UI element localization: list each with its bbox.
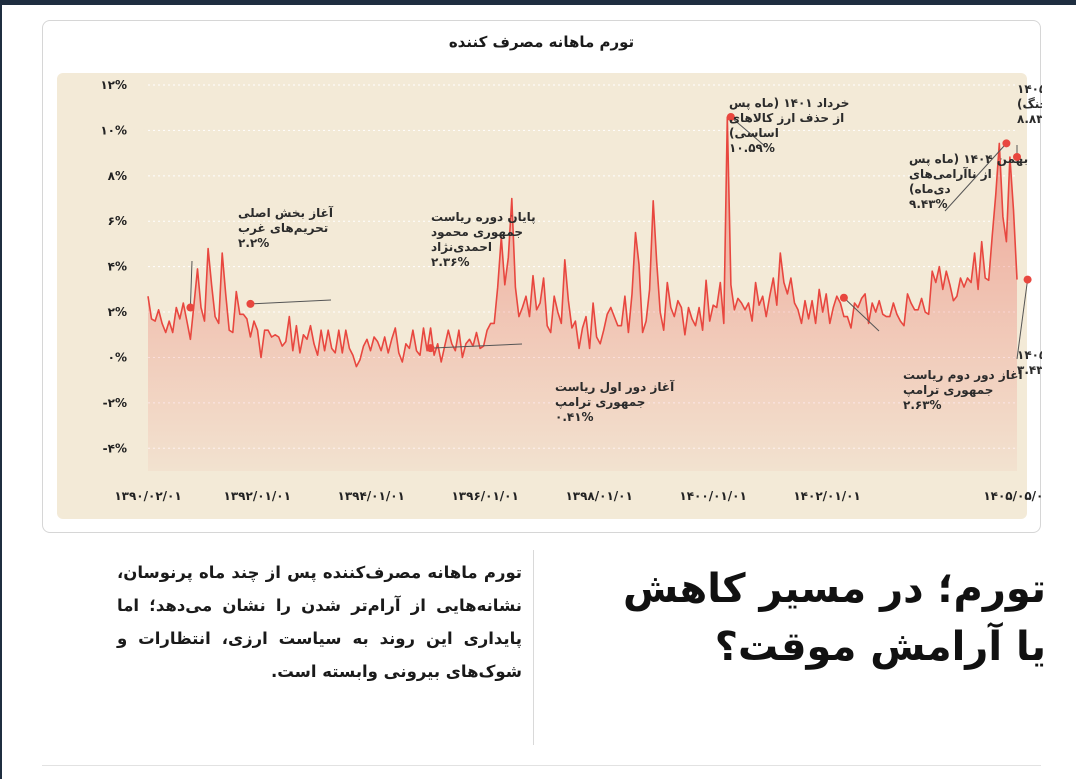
x-tick-label: ۱۳۹۰/۰۲/۰۱ <box>114 489 181 503</box>
y-tick-label: ۱۰% <box>100 123 127 137</box>
annotation-line: از ناآرامی‌های <box>909 166 992 181</box>
annotation-point <box>1023 275 1032 284</box>
annotation-point <box>1013 152 1021 161</box>
annotation-line: مرداد ۱۴۰۵ <box>1017 348 1042 362</box>
annotation-line: ۹.۴۳% <box>909 197 948 211</box>
chart-card: تورم ماهانه مصرف کننده ۱۲% ۱۰% ۸% ۶% ۴% ۲% ۰% -… <box>42 20 1042 533</box>
series-area <box>148 117 1017 471</box>
annotation-leader <box>944 143 1007 212</box>
x-tick-label: ۱۳۹۴/۰۱/۰۱ <box>338 489 405 503</box>
y-tick-label: -۲% <box>103 396 127 410</box>
x-tick-label: ۱۳۹۶/۰۱/۰۱ <box>451 489 518 503</box>
x-tick-label: ۱۴۰۰/۰۱/۰۱ <box>679 489 746 503</box>
article-description: تورم ماهانه مصرف‌کننده پس از چند ماه پرن… <box>117 563 522 681</box>
x-tick-label: ۱۴۰۵/۰۵/۰۱ <box>983 489 1042 503</box>
annotation-line: بهمن ۱۴۰۴ (ماه پس <box>909 152 1028 166</box>
annotation-line: جمهوری ترامپ <box>903 383 993 398</box>
column-divider <box>533 550 534 745</box>
annotation-point <box>246 299 255 308</box>
annotation-leader <box>843 297 880 332</box>
x-tick-label: ۱۳۹۸/۰۱/۰۱ <box>565 489 632 503</box>
annotation-line: جمهوری ترامپ <box>555 395 645 410</box>
annotation-label: اردیبهشت ۱۴۰۵(ماه پس از جنگ)۸.۸۳% <box>1017 82 1042 126</box>
annotation-line: جمهوری محمود <box>431 225 523 240</box>
chart-title: تورم ماهانه مصرف کننده <box>448 33 635 51</box>
y-tick-label: ۸% <box>108 169 127 183</box>
annotation-line: خرداد ۱۴۰۱ (ماه پس <box>729 96 849 110</box>
annotation-line: ۳.۴۳% <box>1017 363 1042 377</box>
annotation-label: مرداد ۱۴۰۵۳.۴۳% <box>1017 348 1042 377</box>
annotation-point <box>426 344 435 353</box>
annotation-leader <box>189 260 193 308</box>
annotation-label: خرداد ۱۴۰۱ (ماه پس از حذف ارز کالاهای اساس… <box>729 96 849 155</box>
annotation-point <box>726 113 735 122</box>
annotation-line: ۲.۳۶% <box>431 255 470 269</box>
line-chart: ۱۲% ۱۰% ۸% ۶% ۴% ۲% ۰% -۲% -۴% ۱۳۹۰/۰۲/۰۱ ۱۳۹۲/۰۱/… <box>100 78 1042 503</box>
annotation-point <box>186 303 195 312</box>
y-tick-label: ۲% <box>108 305 127 319</box>
annotation-line: (ماه پس از جنگ) <box>1017 97 1042 111</box>
x-tick-label: ۱۳۹۲/۰۱/۰۱ <box>224 489 291 503</box>
annotation-point <box>839 293 848 302</box>
annotation-line: دی‌ماه) <box>909 182 951 196</box>
y-tick-label: -۴% <box>103 441 127 455</box>
annotation-line: آغاز بخش اصلی <box>238 205 334 220</box>
annotation-leader <box>1016 279 1029 360</box>
annotation-line: تحریم‌های غرب <box>238 221 328 235</box>
article-headline: تورم؛ در مسیر کاهش یا آرامش موقت؟ <box>622 566 1046 670</box>
annotation-line: آغاز دور دوم ریاست <box>903 367 1024 383</box>
y-tick-label: ۰% <box>108 350 127 364</box>
bottom-divider <box>42 765 1041 766</box>
annotation-leader <box>250 299 332 305</box>
annotation-line: احمدی‌نژاد <box>431 240 492 254</box>
annotation-line: ۲.۶۳% <box>903 398 942 412</box>
annotation-point <box>1002 139 1011 148</box>
annotation-leader <box>430 343 523 349</box>
y-tick-label: ۶% <box>108 214 127 228</box>
annotation-line: ۰.۴۱% <box>555 410 594 424</box>
y-tick-label: ۴% <box>108 260 127 274</box>
annotation-label: آغاز دور دوم ریاست جمهوری ترامپ ۲.۶۳% <box>903 367 1024 412</box>
series-line <box>147 116 1018 368</box>
annotation-line: ۲.۲% <box>238 236 269 250</box>
left-rail <box>0 0 2 779</box>
annotation-line: اساسی) <box>729 126 779 140</box>
annotation-label: آغاز دور اول ریاست جمهوری ترامپ ۰.۴۱% <box>555 379 675 424</box>
annotation-line: ۸.۸۳% <box>1017 112 1042 126</box>
annotation-line: اردیبهشت ۱۴۰۵ <box>1017 82 1042 96</box>
top-strip <box>0 0 1076 5</box>
annotation-label: آغاز بخش اصلی تحریم‌های غرب ۲.۲% <box>238 205 334 250</box>
annotation-line: از حذف ارز کالاهای <box>729 111 844 125</box>
annotation-line: پایان دوره ریاست <box>431 210 536 225</box>
x-tick-label: ۱۴۰۲/۰۱/۰۱ <box>793 489 860 503</box>
annotation-label: بهمن ۱۴۰۴ (ماه پس از ناآرامی‌های دی‌ماه) ۹.… <box>909 152 1028 211</box>
annotation-leader <box>730 116 767 148</box>
annotation-label: پایان دوره ریاست جمهوری محمود احمدی‌نژاد ۲.… <box>431 210 536 269</box>
y-tick-label: ۱۲% <box>100 78 127 92</box>
annotation-line: ۱۰.۵۹% <box>729 141 775 155</box>
annotation-line: آغاز دور اول ریاست <box>555 379 675 395</box>
